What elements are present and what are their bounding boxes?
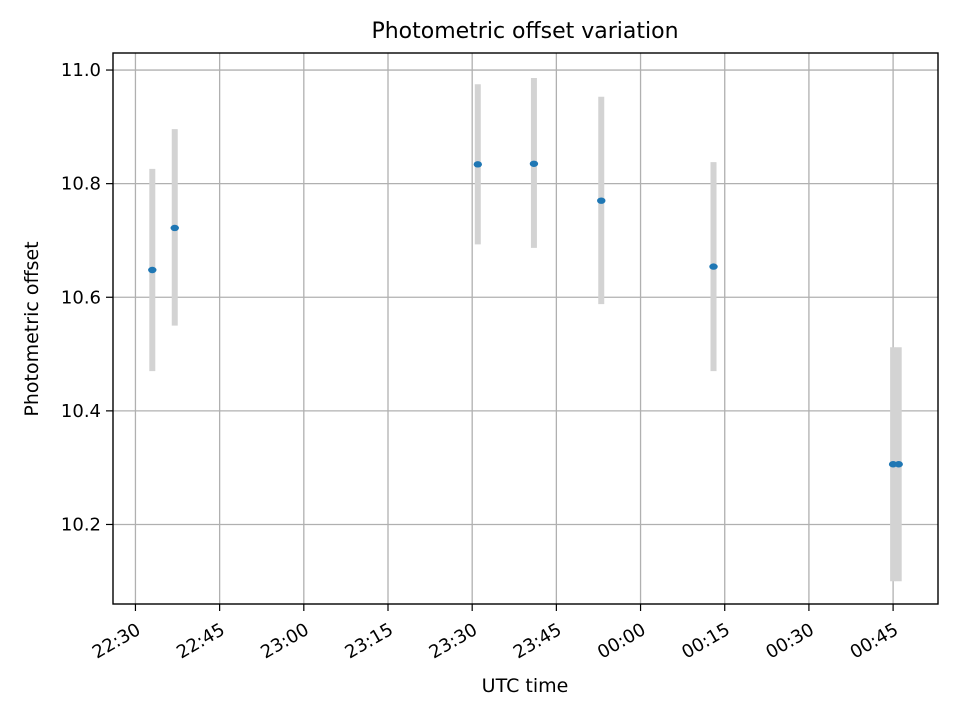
data-point — [529, 160, 539, 167]
y-axis-label: Photometric offset — [21, 241, 43, 416]
x-axis-label: UTC time — [482, 675, 569, 697]
y-tick-label: 10.8 — [61, 174, 101, 195]
y-tick-label: 11.0 — [61, 60, 101, 81]
x-tick-label: 23:15 — [341, 619, 396, 663]
y-tick-label: 10.6 — [61, 287, 101, 308]
tick-layer: 22:30 22:45 23:00 23:15 23:30 23:45 00:00 00:15… — [61, 60, 902, 663]
point-layer — [148, 160, 903, 468]
data-point — [709, 263, 718, 270]
y-tick-label: 10.4 — [61, 401, 101, 422]
data-point — [597, 197, 606, 204]
x-tick-label: 00:45 — [847, 619, 902, 663]
data-point — [148, 266, 157, 274]
x-tick-label: 22:45 — [173, 619, 228, 663]
x-tick-label: 23:30 — [426, 619, 481, 663]
x-tick-label: 00:15 — [678, 619, 733, 663]
errorbar-layer — [149, 77, 902, 582]
x-tick-label: 23:45 — [510, 619, 565, 663]
x-tick-label: 00:00 — [594, 619, 649, 663]
data-point — [894, 461, 903, 468]
chart-title: Photometric offset variation — [371, 19, 678, 44]
y-tick-label: 10.2 — [61, 514, 101, 535]
data-point — [170, 224, 179, 232]
x-tick-label: 23:00 — [257, 619, 312, 663]
data-point — [473, 161, 482, 168]
x-tick-label: 00:30 — [762, 619, 817, 663]
plot-frame — [112, 52, 939, 605]
grid-layer — [113, 53, 938, 604]
x-tick-label: 22:30 — [89, 619, 144, 663]
